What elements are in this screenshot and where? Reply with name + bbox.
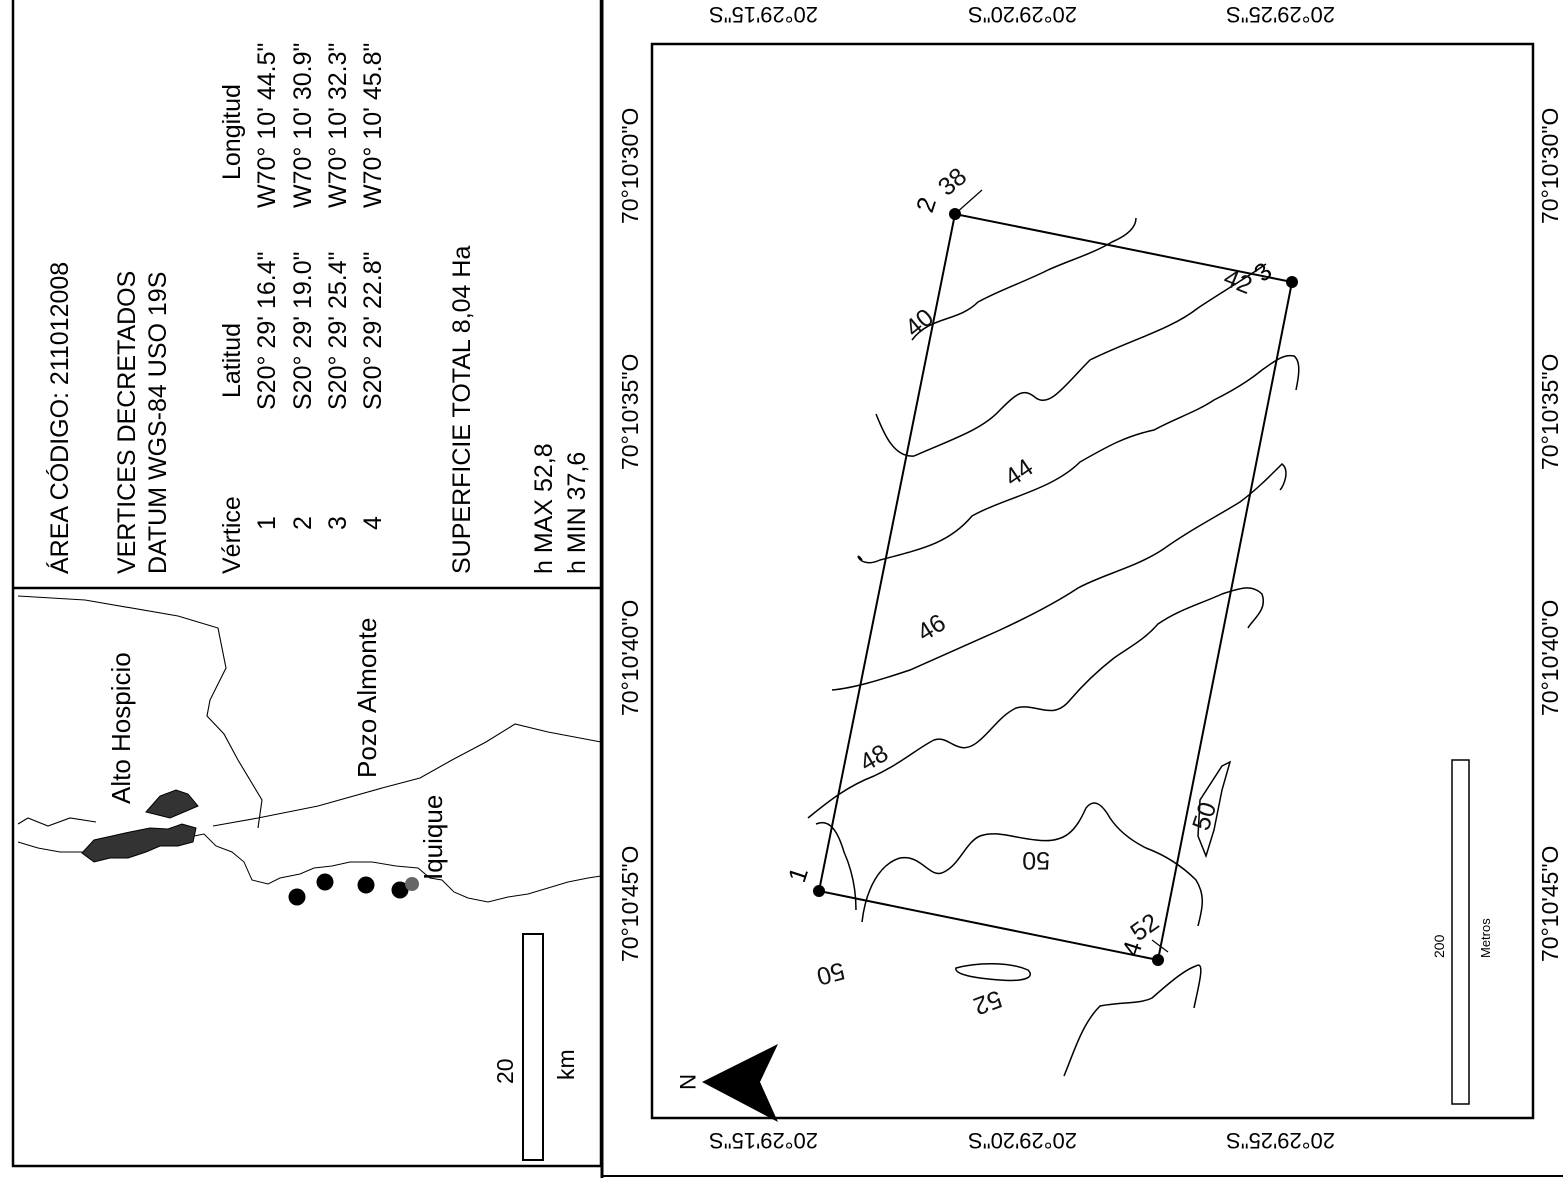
- vertices-title: VERTICES DECRETADOS: [113, 271, 141, 574]
- lat-header: Latitud: [218, 323, 246, 398]
- contour-46: [831, 463, 1287, 691]
- lat-label-top-2: 20°29'20"S: [968, 2, 1077, 27]
- locator-scale-value: 20: [492, 1058, 518, 1084]
- vertex-row-4-lon: W70° 10' 45.8": [359, 43, 387, 208]
- lon-label-right-1: 70°10'45"O: [1537, 846, 1563, 962]
- lat-label-top-1: 20°29'15"S: [709, 2, 818, 27]
- contour-40: [911, 217, 1137, 341]
- lon-label-left-3: 70°10'35"O: [617, 354, 643, 470]
- vertex-1-marker: [813, 885, 825, 897]
- locator-scale-bar: [522, 933, 544, 1161]
- datum-label: DATUM WGS-84 USO 19S: [144, 272, 172, 574]
- vertex-4-leader: [1151, 939, 1169, 953]
- vertex-row-3-lon: W70° 10' 32.3": [324, 43, 352, 208]
- vertex-row-4-lat: S20° 29' 22.8": [359, 252, 387, 410]
- surface-total: SUPERFICIE TOTAL 8,04 Ha: [448, 246, 476, 574]
- scale-value: 200: [1431, 934, 1447, 958]
- lat-label-top-3: 20°29'25"S: [1226, 2, 1335, 27]
- place-alto-hospicio: Alto Hospicio: [106, 652, 136, 804]
- place-iquique: Iquique: [418, 795, 448, 880]
- graticule-labels: 20°29'15"S 20°29'20"S 20°29'25"S 20°29'1…: [617, 2, 1563, 1153]
- contour-44: [857, 354, 1300, 564]
- locality-dot: [288, 888, 306, 906]
- vertex-header: Vértice: [218, 496, 246, 574]
- lon-label-left-1: 70°10'45"O: [617, 846, 643, 962]
- locality-dot: [405, 877, 419, 891]
- locator-map: Alto Hospicio Pozo Almonte Iquique 20 km: [17, 595, 602, 1161]
- north-arrow: N: [675, 1044, 778, 1122]
- vertex-3-marker: [1286, 276, 1298, 288]
- locator-scale-unit: km: [553, 1049, 579, 1080]
- lon-label-left-2: 70°10'40"O: [617, 600, 643, 716]
- alto-hospicio-urban-area: [81, 789, 199, 863]
- vertex-row-4-id: 4: [359, 516, 387, 530]
- place-pozo-almonte: Pozo Almonte: [352, 618, 382, 778]
- contour-label-50-mid: 50: [1022, 846, 1050, 874]
- north-arrow-icon: [702, 1044, 778, 1122]
- contour-52-closed: [955, 962, 1031, 982]
- vertex-row-1-id: 1: [253, 516, 281, 530]
- lon-label-right-4: 70°10'30"O: [1537, 108, 1563, 224]
- contour-50-lower: [815, 821, 857, 911]
- vertex-row-3-lat: S20° 29' 25.4": [324, 252, 352, 410]
- lon-label-right-3: 70°10'35"O: [1537, 354, 1563, 470]
- h-min: h MIN 37,6: [563, 452, 591, 574]
- vertex-row-1-lon: W70° 10' 44.5": [253, 43, 281, 208]
- vertex-row-1-lat: S20° 29' 16.4": [253, 252, 281, 410]
- contour-50-wedge: [1197, 760, 1232, 859]
- north-label: N: [675, 1074, 700, 1090]
- scale-unit: Metros: [1478, 918, 1493, 958]
- region-boundaries: [17, 595, 602, 829]
- lon-label-left-4: 70°10'30"O: [617, 108, 643, 224]
- contour-52: [1063, 964, 1202, 1077]
- lon-header: Longitud: [218, 84, 246, 180]
- lat-label-bottom-1: 20°29'15"S: [709, 1128, 818, 1153]
- locality-dots: [288, 873, 419, 906]
- vertex-2-leader: [954, 189, 983, 215]
- vertex-row-2-id: 2: [289, 516, 317, 530]
- vertex-row-2-lat: S20° 29' 19.0": [289, 252, 317, 410]
- main-scale-bar: 200 Metros: [1431, 759, 1493, 1105]
- info-panel: ÁREA CÓDIGO: 211012008 VERTICES DECRETAD…: [45, 43, 591, 574]
- scale-bar-rect: [1451, 759, 1470, 1105]
- locality-dot: [316, 873, 334, 891]
- h-max: h MAX 52,8: [530, 443, 558, 574]
- lat-label-bottom-2: 20°29'20"S: [968, 1128, 1077, 1153]
- vertex-row-2-lon: W70° 10' 30.9": [289, 43, 317, 208]
- contour-42: [875, 263, 1267, 457]
- panel-frames: [11, 0, 1563, 1178]
- area-code: ÁREA CÓDIGO: 211012008: [45, 262, 74, 574]
- locality-dot: [357, 876, 375, 894]
- lon-label-right-2: 70°10'40"O: [1537, 600, 1563, 716]
- lat-label-bottom-3: 20°29'25"S: [1226, 1128, 1335, 1153]
- contour-50: [861, 802, 1203, 927]
- locality-dot: [391, 881, 409, 899]
- vertex-4-marker: [1152, 954, 1164, 966]
- contour-lines: [807, 217, 1300, 1077]
- vertex-row-3-id: 3: [324, 516, 352, 530]
